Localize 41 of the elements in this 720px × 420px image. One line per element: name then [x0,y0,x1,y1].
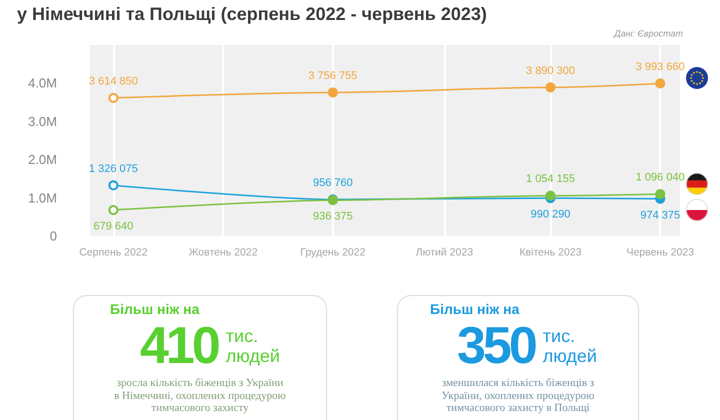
point [545,82,556,92]
text: зменшилася кількість біженців з України, охоплених процедурою тимчасового захисту в Польщі [440,377,596,414]
chart-title: у Німеччині та Польщі (серпень 2022 - червень 2023) [17,4,487,24]
data-label: 974 375 [640,209,680,222]
y-tick-label: 1.0M [28,190,57,206]
x-tick-label: Грудень 2022 [300,246,366,258]
data-label: 679 640 [94,220,134,233]
x-tick-label: Жовтень 2022 [188,246,258,258]
y-tick-label: 3.0M [28,114,57,129]
x-tick-label: Серпень 2022 [79,246,148,258]
text: зросла кількість біженців з України в Німеччині, охоплених процедурою тимчасового захисту [114,377,286,414]
y-tick-label: 2.0M [28,152,57,168]
data-label: 990 290 [530,208,570,221]
point [108,180,118,190]
data-label: 3 756 755 [308,70,358,82]
data-label: 1 326 075 [88,162,138,175]
text: Більш ніж на [430,301,520,317]
x-tick-label: Квітень 2023 [519,246,582,258]
data-label: 956 760 [312,176,353,189]
data-label: 350 [457,317,535,375]
point [108,205,118,216]
data-label: 3 614 850 [88,75,138,88]
point [328,87,338,98]
y-tick-label: 0 [50,228,57,244]
x-tick-label: Червень 2023 [626,246,694,258]
text: тис. людей [226,326,280,366]
data-label: 3 890 300 [526,64,575,77]
point [545,190,556,201]
data-label: 410 [140,317,218,375]
text: Більш ніж на [110,301,200,317]
point [108,92,118,103]
data-label: 936 375 [312,210,353,223]
text: тис. людей [542,326,597,366]
data-label: 1 054 155 [526,173,575,186]
data-label: 3 993 660 [636,60,685,73]
data-label: 1 096 040 [636,172,685,184]
y-tick-label: 4.0M [28,76,57,91]
x-tick-label: Лютий 2023 [416,246,474,258]
point [655,189,666,200]
point [655,78,666,88]
text: Дані: Євростат [613,28,684,38]
